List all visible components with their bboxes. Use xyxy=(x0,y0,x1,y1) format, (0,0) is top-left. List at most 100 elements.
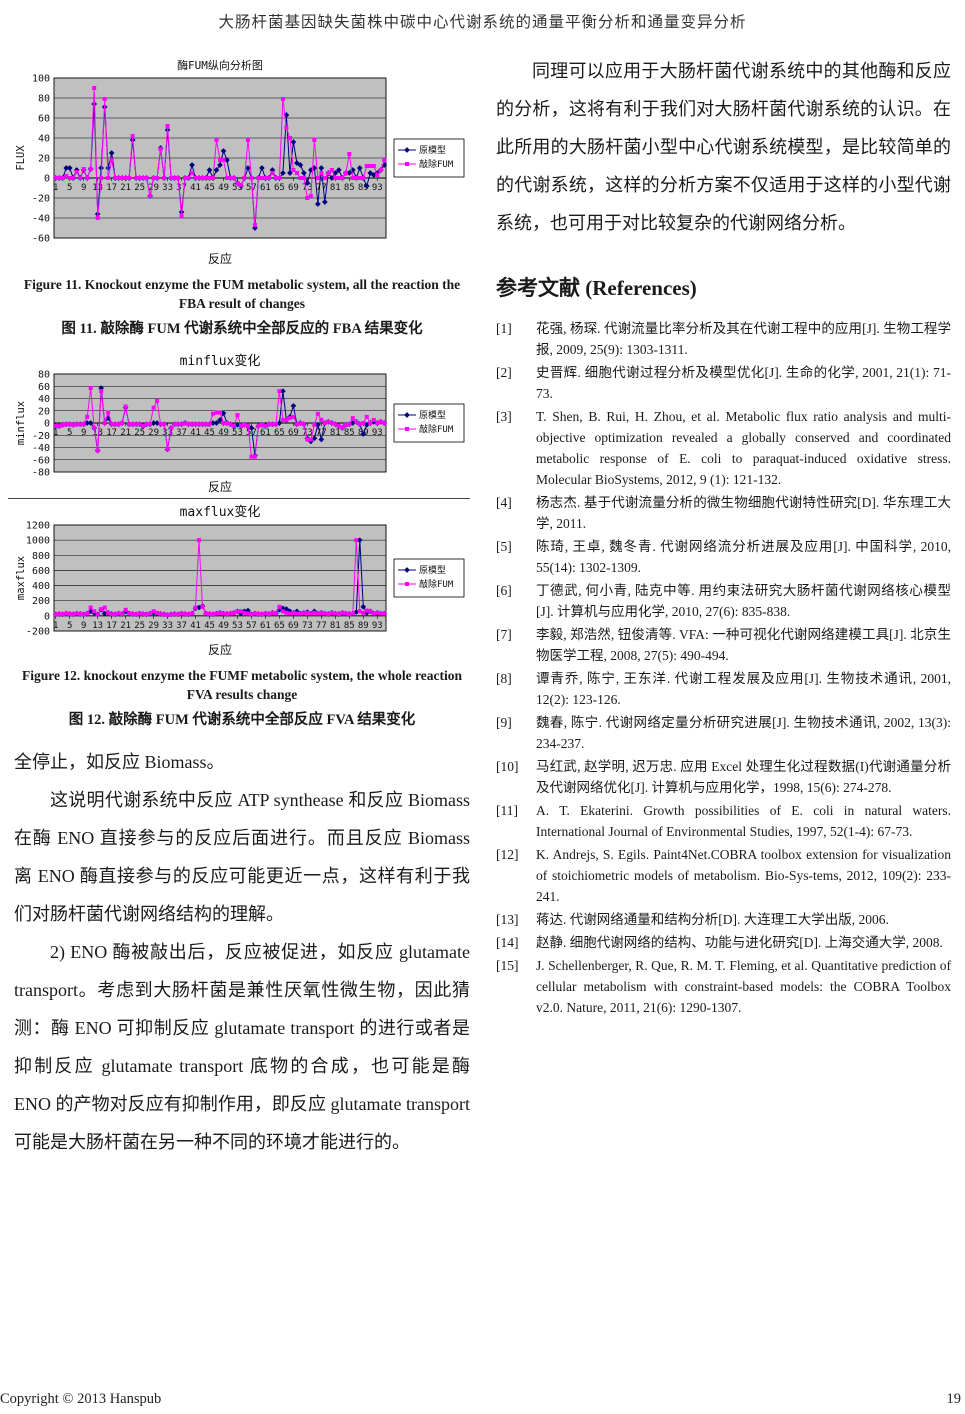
svg-text:73: 73 xyxy=(302,183,313,193)
svg-text:33: 33 xyxy=(162,621,173,631)
reference-item: [7] 李毅, 郑浩然, 钮俊清等. VFA: 一种可视化代谢网络建模工具[J].… xyxy=(496,624,951,666)
reference-label: [12] xyxy=(496,847,519,862)
svg-text:93: 93 xyxy=(372,183,383,193)
reference-item: [2] 史晋辉. 细胞代谢过程分析及模型优化[J]. 生命的化学, 2001, 2… xyxy=(496,362,951,404)
svg-text:60: 60 xyxy=(38,114,50,125)
reference-label: [6] xyxy=(496,583,512,598)
svg-text:minflux: minflux xyxy=(15,401,27,445)
svg-text:73: 73 xyxy=(302,428,313,438)
svg-text:FLUX: FLUX xyxy=(15,145,27,171)
reference-label: [8] xyxy=(496,671,512,686)
svg-text:77: 77 xyxy=(316,428,327,438)
svg-text:49: 49 xyxy=(218,183,229,193)
svg-text:600: 600 xyxy=(32,566,50,577)
svg-text:61: 61 xyxy=(260,428,271,438)
svg-text:17: 17 xyxy=(106,183,117,193)
reference-item: [9] 魏春, 陈宁. 代谢网络定量分析研究进展[J]. 生物技术通讯, 2002… xyxy=(496,712,951,754)
svg-text:41: 41 xyxy=(190,621,201,631)
svg-text:25: 25 xyxy=(134,428,145,438)
svg-text:85: 85 xyxy=(344,183,355,193)
reference-item: [3] T. Shen, B. Rui, H. Zhou, et al. Meta… xyxy=(496,406,951,490)
svg-text:20: 20 xyxy=(38,406,50,417)
svg-text:200: 200 xyxy=(32,596,50,607)
svg-text:53: 53 xyxy=(232,621,243,631)
reference-item: [4] 杨志杰. 基于代谢流量分析的微生物细胞代谢特性研究[D]. 华东理工大学,… xyxy=(496,492,951,534)
svg-text:80: 80 xyxy=(38,94,50,105)
svg-text:原模型: 原模型 xyxy=(419,145,446,156)
references-heading: 参考文献 (References) xyxy=(496,276,697,300)
svg-text:81: 81 xyxy=(330,428,341,438)
svg-text:17: 17 xyxy=(106,621,117,631)
svg-text:25: 25 xyxy=(134,621,145,631)
reference-item: [8] 谭青乔, 陈宁, 王东洋. 代谢工程发展及应用[J]. 生物技术通讯, 2… xyxy=(496,668,951,710)
reference-item: [14] 赵静. 细胞代谢网络的结构、功能与进化研究[D]. 上海交通大学, 20… xyxy=(496,932,951,953)
svg-text:-20: -20 xyxy=(32,431,50,442)
reference-label: [10] xyxy=(496,759,519,774)
svg-text:-40: -40 xyxy=(32,443,50,454)
svg-text:69: 69 xyxy=(288,621,299,631)
svg-text:93: 93 xyxy=(372,621,383,631)
chart-maxflux: -200 0 200 400 600 800 1000 1200 1 5 9 13 17 21 25 29 33… xyxy=(14,501,466,657)
reference-text: T. Shen, B. Rui, H. Zhou, et al. Metabol… xyxy=(536,409,951,487)
svg-text:65: 65 xyxy=(274,428,285,438)
svg-text:65: 65 xyxy=(274,183,285,193)
svg-text:1: 1 xyxy=(53,183,58,193)
figure-12-caption-en: Figure 12. knockout enzyme the FUMF meta… xyxy=(22,667,462,702)
reference-text: 史晋辉. 细胞代谢过程分析及模型优化[J]. 生命的化学, 2001, 21(1… xyxy=(536,365,951,401)
figure-11-caption: Figure 11. Knockout enzyme the FUM metab… xyxy=(14,276,470,338)
reference-item: [6] 丁德武, 何小青, 陆克中等. 用约束法研究大肠杆菌代谢网络核心模型[J]… xyxy=(496,580,951,622)
copyright-text: Copyright © 2013 Hanspub xyxy=(0,1391,162,1407)
svg-text:0: 0 xyxy=(44,611,50,622)
svg-text:81: 81 xyxy=(330,183,341,193)
svg-text:49: 49 xyxy=(218,621,229,631)
reference-label: [9] xyxy=(496,715,512,730)
svg-text:1000: 1000 xyxy=(26,535,50,546)
svg-text:100: 100 xyxy=(32,74,50,85)
figure-11-caption-en: Figure 11. Knockout enzyme the FUM metab… xyxy=(23,277,461,311)
svg-text:1200: 1200 xyxy=(26,520,50,531)
body-paragraph: 全停止，如反应 Biomass。 xyxy=(14,751,225,772)
svg-text:反应: 反应 xyxy=(208,251,232,266)
svg-text:5: 5 xyxy=(67,183,72,193)
svg-text:57: 57 xyxy=(246,428,257,438)
reference-label: [3] xyxy=(496,409,512,424)
svg-text:21: 21 xyxy=(120,428,131,438)
svg-text:41: 41 xyxy=(190,183,201,193)
chart-minflux: -80 -60 -40 -20 0 20 40 60 80 1 5 9 13 17 21 25 29 33 37 41… xyxy=(14,352,466,494)
svg-text:-200: -200 xyxy=(26,626,50,637)
references-list: [1] 花强, 杨琛. 代谢流量比率分析及其在代谢工程中的应用[J]. 生物工程学… xyxy=(496,318,951,1018)
right-body-paragraph: 同理可以应用于大肠杆菌代谢系统中的其他酶和反应的分析，这将有利于我们对大肠杆菌代… xyxy=(496,61,951,233)
figure-12-caption-zh: 图 12. 敲除酶 FUM 代谢系统中全部反应 FVA 结果变化 xyxy=(68,711,416,728)
svg-text:5: 5 xyxy=(67,428,72,438)
svg-text:57: 57 xyxy=(246,621,257,631)
body-paragraph: 2) ENO 酶被敲出后，反应被促进，如反应 glutamate transpo… xyxy=(14,941,470,1152)
svg-text:21: 21 xyxy=(120,183,131,193)
svg-text:41: 41 xyxy=(190,428,201,438)
svg-text:69: 69 xyxy=(288,428,299,438)
reference-label: [2] xyxy=(496,365,512,380)
svg-text:21: 21 xyxy=(120,621,131,631)
svg-text:53: 53 xyxy=(232,428,243,438)
svg-text:800: 800 xyxy=(32,551,50,562)
reference-item: [10] 马红武, 赵学明, 迟万忠. 应用 Excel 处理生化过程数据(I)代… xyxy=(496,756,951,798)
svg-text:minflux变化: minflux变化 xyxy=(180,353,261,369)
reference-item: [11] A. T. Ekaterini. Growth possibilitie… xyxy=(496,800,951,842)
right-column: 同理可以应用于大肠杆菌代谢系统中的其他酶和反应的分析，这将有利于我们对大肠杆菌代… xyxy=(496,52,951,1161)
svg-text:85: 85 xyxy=(344,621,355,631)
reference-label: [14] xyxy=(496,935,519,950)
svg-text:77: 77 xyxy=(316,621,327,631)
reference-text: 赵静. 细胞代谢网络的结构、功能与进化研究[D]. 上海交通大学, 2008. xyxy=(536,935,943,950)
two-column-layout: -60 -40 -20 0 20 40 60 80 100 1 5 9 13 17 21 25 29 33 37 41… xyxy=(8,52,951,1161)
svg-text:5: 5 xyxy=(67,621,72,631)
reference-text: 丁德武, 何小青, 陆克中等. 用约束法研究大肠杆菌代谢网络核心模型[J]. 计… xyxy=(536,583,951,619)
reference-text: 李毅, 郑浩然, 钮俊清等. VFA: 一种可视化代谢网络建模工具[J]. 北京… xyxy=(536,627,951,663)
reference-text: K. Andrejs, S. Egils. Paint4Net.COBRA to… xyxy=(536,847,951,904)
figure-11-caption-zh: 图 11. 敲除酶 FUM 代谢系统中全部反应的 FBA 结果变化 xyxy=(61,320,423,337)
svg-text:40: 40 xyxy=(38,134,50,145)
svg-text:29: 29 xyxy=(148,183,159,193)
svg-text:敲除FUM: 敲除FUM xyxy=(419,578,454,590)
reference-label: [1] xyxy=(496,321,512,336)
svg-text:反应: 反应 xyxy=(208,642,232,657)
reference-text: 杨志杰. 基于代谢流量分析的微生物细胞代谢特性研究[D]. 华东理工大学, 20… xyxy=(536,495,951,531)
